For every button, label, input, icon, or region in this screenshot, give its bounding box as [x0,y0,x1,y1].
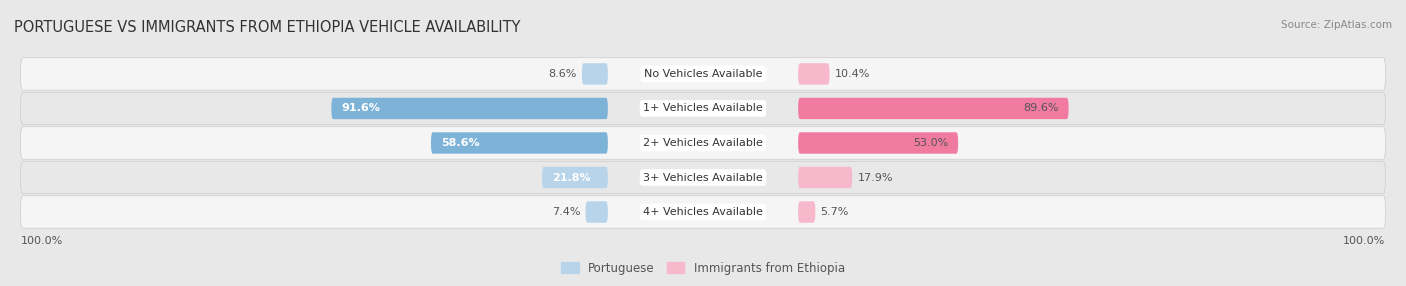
FancyBboxPatch shape [21,58,1385,90]
Text: 53.0%: 53.0% [912,138,948,148]
Text: PORTUGUESE VS IMMIGRANTS FROM ETHIOPIA VEHICLE AVAILABILITY: PORTUGUESE VS IMMIGRANTS FROM ETHIOPIA V… [14,20,520,35]
Text: 7.4%: 7.4% [551,207,581,217]
Text: 3+ Vehicles Available: 3+ Vehicles Available [643,172,763,182]
Text: 100.0%: 100.0% [21,236,63,246]
FancyBboxPatch shape [585,201,607,223]
Text: 17.9%: 17.9% [858,172,893,182]
Text: 5.7%: 5.7% [821,207,849,217]
FancyBboxPatch shape [582,63,607,85]
FancyBboxPatch shape [543,167,607,188]
Text: Source: ZipAtlas.com: Source: ZipAtlas.com [1281,20,1392,30]
FancyBboxPatch shape [21,127,1385,159]
FancyBboxPatch shape [21,196,1385,228]
FancyBboxPatch shape [332,98,607,119]
Legend: Portuguese, Immigrants from Ethiopia: Portuguese, Immigrants from Ethiopia [557,257,849,279]
Text: 89.6%: 89.6% [1024,104,1059,114]
FancyBboxPatch shape [21,161,1385,194]
FancyBboxPatch shape [799,63,830,85]
FancyBboxPatch shape [799,167,852,188]
Text: 100.0%: 100.0% [1343,236,1385,246]
Text: 91.6%: 91.6% [342,104,380,114]
FancyBboxPatch shape [799,201,815,223]
Text: 21.8%: 21.8% [553,172,591,182]
FancyBboxPatch shape [21,92,1385,125]
Text: 1+ Vehicles Available: 1+ Vehicles Available [643,104,763,114]
Text: 2+ Vehicles Available: 2+ Vehicles Available [643,138,763,148]
Text: 10.4%: 10.4% [835,69,870,79]
FancyBboxPatch shape [799,98,1069,119]
FancyBboxPatch shape [799,132,957,154]
Text: 8.6%: 8.6% [548,69,576,79]
FancyBboxPatch shape [432,132,607,154]
Text: No Vehicles Available: No Vehicles Available [644,69,762,79]
Text: 4+ Vehicles Available: 4+ Vehicles Available [643,207,763,217]
Text: 58.6%: 58.6% [441,138,479,148]
